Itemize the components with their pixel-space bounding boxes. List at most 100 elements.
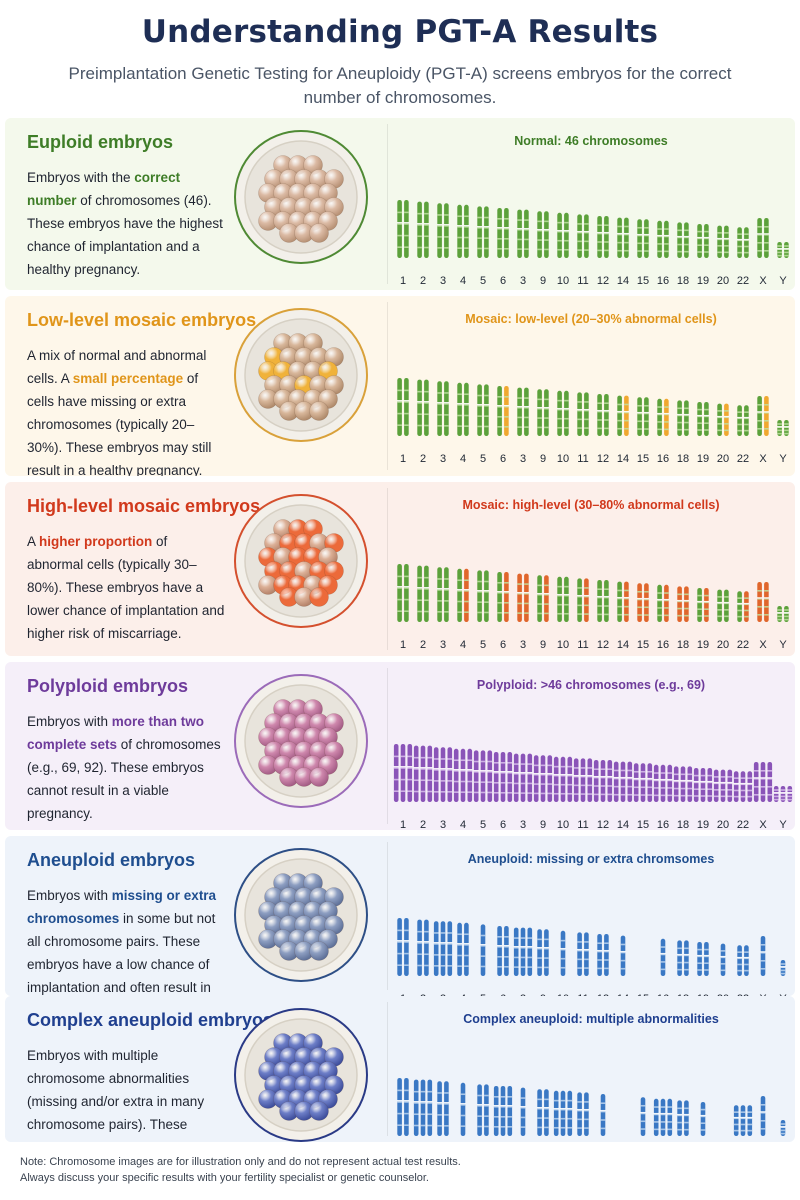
chromosome <box>657 584 662 622</box>
chromosome-label: 11 <box>577 819 588 830</box>
chromosome-label: 15 <box>637 639 649 651</box>
embryo-illustration <box>232 846 370 984</box>
highlight-text: missing or extra chromosomes <box>27 888 217 926</box>
chromosome-label: 16 <box>657 453 669 465</box>
chromosome-label: 9 <box>540 993 546 996</box>
chromosome <box>553 1090 559 1136</box>
chromosome <box>527 927 533 976</box>
chromosome-pair-3: 3 <box>436 1081 450 1136</box>
description-text: A <box>27 534 40 549</box>
chromosome-pair-12: 12 <box>597 216 609 287</box>
chromosome-pair-X: X <box>756 582 770 651</box>
chromosome <box>517 573 522 622</box>
chromosome <box>480 750 486 802</box>
description-text: of chromosomes (e.g., 69, 92). These emb… <box>27 737 221 821</box>
chromosome-pair-5: 5 <box>476 570 490 651</box>
chromosome-pair-5: 5 <box>476 206 490 287</box>
chromosome-pair-3: 3 <box>513 753 533 830</box>
chromosome-label: 9 <box>540 275 546 287</box>
embryo-illustration <box>232 492 370 630</box>
chromosome-label: 14 <box>617 639 629 651</box>
section-divider <box>387 488 388 650</box>
chromosome <box>544 575 549 622</box>
chromosome-label: 6 <box>500 639 506 651</box>
chromosome-label: 6 <box>500 453 506 465</box>
chromosome-pair-12: 12 <box>597 580 609 651</box>
chromosome-label: 5 <box>480 993 486 996</box>
chromosome-label: 4 <box>460 453 466 465</box>
chromosome <box>557 390 562 436</box>
result-section-0: Euploid embryos Embryos with the correct … <box>5 118 795 290</box>
chromosome <box>433 921 439 976</box>
chromosome <box>517 209 522 258</box>
chromosome-pair-3: 3 <box>436 381 450 465</box>
chromosome <box>397 1078 402 1136</box>
chromosome-label: 10 <box>557 275 569 287</box>
chromosome-pair-9: 9 <box>536 211 550 287</box>
chromosome-pair-20: 20 <box>717 943 729 996</box>
chromosome-label: X <box>759 275 767 287</box>
chromosome-pair-X: X <box>753 762 773 830</box>
chromosome-pair-22: 22 <box>733 1105 753 1136</box>
chromosome-pair-X: X <box>756 396 770 465</box>
chromosome-pair-Y: Y <box>776 606 790 651</box>
chromosome-label: 3 <box>440 453 446 465</box>
karyotype-label: Aneuploid: missing or extra chromsomes <box>467 852 715 866</box>
chromosome <box>544 211 549 258</box>
chromosome-pair-19: 19 <box>697 402 709 465</box>
chromosome-pair-16: 16 <box>657 220 669 287</box>
chromosome-pair-12: 12 <box>600 1094 606 1136</box>
chromosome <box>427 745 433 802</box>
chromosome-label: 20 <box>717 993 729 996</box>
chromosome-label: 18 <box>677 819 689 830</box>
chromosome-pair-X: X <box>759 936 767 996</box>
chromosome <box>704 224 709 258</box>
chromosome-pair-15: 15 <box>637 993 649 996</box>
chromosome <box>564 576 569 622</box>
chromosome-pair-6: 6 <box>496 572 510 651</box>
chromosome <box>524 387 529 436</box>
chromosome <box>544 389 549 436</box>
chromosome <box>577 214 582 258</box>
chromosome-pair-9: 9 <box>533 755 553 830</box>
chromosome <box>717 403 722 436</box>
chromosome <box>424 565 429 622</box>
chromosome-pair-20: 20 <box>713 769 733 830</box>
chromosome <box>397 564 402 622</box>
chromosome <box>624 395 629 436</box>
chromosome <box>500 1086 506 1136</box>
chromosome <box>644 583 649 622</box>
embryo-illustration <box>232 672 370 810</box>
chromosome-label: 5 <box>480 639 486 651</box>
chromosome <box>404 378 409 436</box>
chromosome <box>544 1089 549 1136</box>
chromosome <box>397 200 402 258</box>
chromosome-label: 15 <box>637 993 649 996</box>
chromosome-label: 20 <box>717 453 729 465</box>
chromosome <box>640 763 646 802</box>
abnormal-cell <box>309 587 329 607</box>
karyotype-label: Normal: 46 chromosomes <box>514 134 668 148</box>
chromosome-label: Y <box>779 819 787 830</box>
chromosome <box>577 578 582 622</box>
chromosome-pair-20: 20 <box>717 589 729 651</box>
chromosome <box>477 570 482 622</box>
chromosome <box>513 927 519 976</box>
chromosome <box>397 918 402 976</box>
chromosome <box>764 582 769 622</box>
chromosome-pair-5: 5 <box>480 924 486 996</box>
chromosome-pair-16: 16 <box>653 764 673 830</box>
chromosome <box>504 926 509 976</box>
chromosome <box>444 203 449 258</box>
chromosome <box>520 753 526 802</box>
chromosome-pair-9: 9 <box>536 389 550 465</box>
chromosome-label: 2 <box>420 639 426 651</box>
chromosome <box>713 769 719 802</box>
chromosome-label: 10 <box>557 819 569 830</box>
chromosome <box>704 588 709 622</box>
chromosome-label: 1 <box>400 639 406 651</box>
chromosome-pair-14: 14 <box>613 761 633 830</box>
chromosome-label: 14 <box>617 819 629 830</box>
